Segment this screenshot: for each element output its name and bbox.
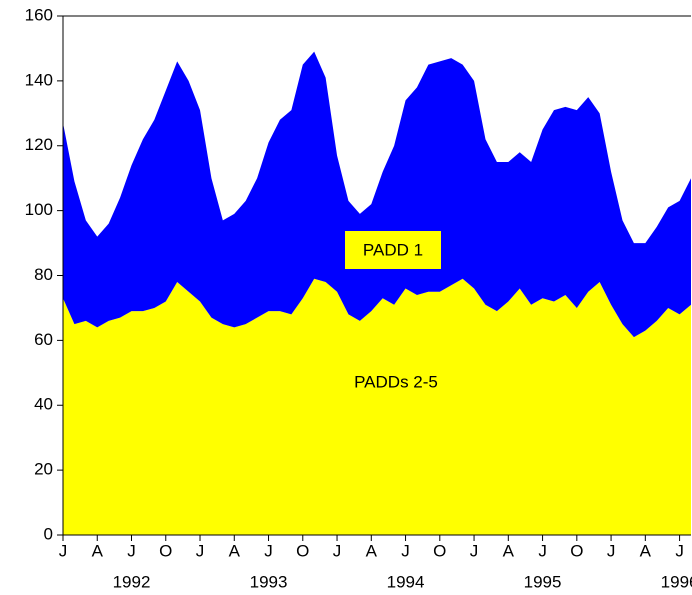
x-tick-label: A xyxy=(366,541,378,560)
y-tick-label: 160 xyxy=(25,5,53,24)
x-tick-label: J xyxy=(401,541,410,560)
year-label: 1995 xyxy=(524,572,562,591)
y-tick-label: 120 xyxy=(25,135,53,154)
x-tick-label: A xyxy=(503,541,515,560)
x-tick-label: J xyxy=(264,541,273,560)
year-label: 1992 xyxy=(113,572,151,591)
y-tick-label: 60 xyxy=(34,330,53,349)
x-tick-label: J xyxy=(607,541,616,560)
x-tick-label: O xyxy=(433,541,446,560)
label-box xyxy=(345,231,441,269)
x-tick-label: A xyxy=(229,541,241,560)
x-tick-label: J xyxy=(196,541,205,560)
year-label: 1993 xyxy=(250,572,288,591)
y-tick-label: 140 xyxy=(25,70,53,89)
x-tick-label: A xyxy=(92,541,104,560)
x-tick-label: J xyxy=(675,541,684,560)
y-tick-label: 100 xyxy=(25,200,53,219)
x-tick-label: O xyxy=(296,541,309,560)
y-tick-label: 80 xyxy=(34,265,53,284)
year-label: 1994 xyxy=(387,572,425,591)
y-tick-label: 0 xyxy=(44,524,53,543)
x-tick-label: A xyxy=(640,541,652,560)
y-tick-label: 40 xyxy=(34,395,53,414)
series-label: PADD 1 xyxy=(363,240,423,259)
x-tick-label: O xyxy=(159,541,172,560)
x-tick-label: J xyxy=(470,541,479,560)
x-tick-label: O xyxy=(570,541,583,560)
x-tick-label: J xyxy=(59,541,68,560)
x-tick-label: J xyxy=(538,541,547,560)
x-tick-label: J xyxy=(333,541,342,560)
year-label: 1996 xyxy=(661,572,692,591)
y-tick-label: 20 xyxy=(34,460,53,479)
area xyxy=(63,278,691,535)
x-tick-label: J xyxy=(127,541,136,560)
series-label: PADDs 2-5 xyxy=(354,372,438,391)
area xyxy=(63,51,691,338)
